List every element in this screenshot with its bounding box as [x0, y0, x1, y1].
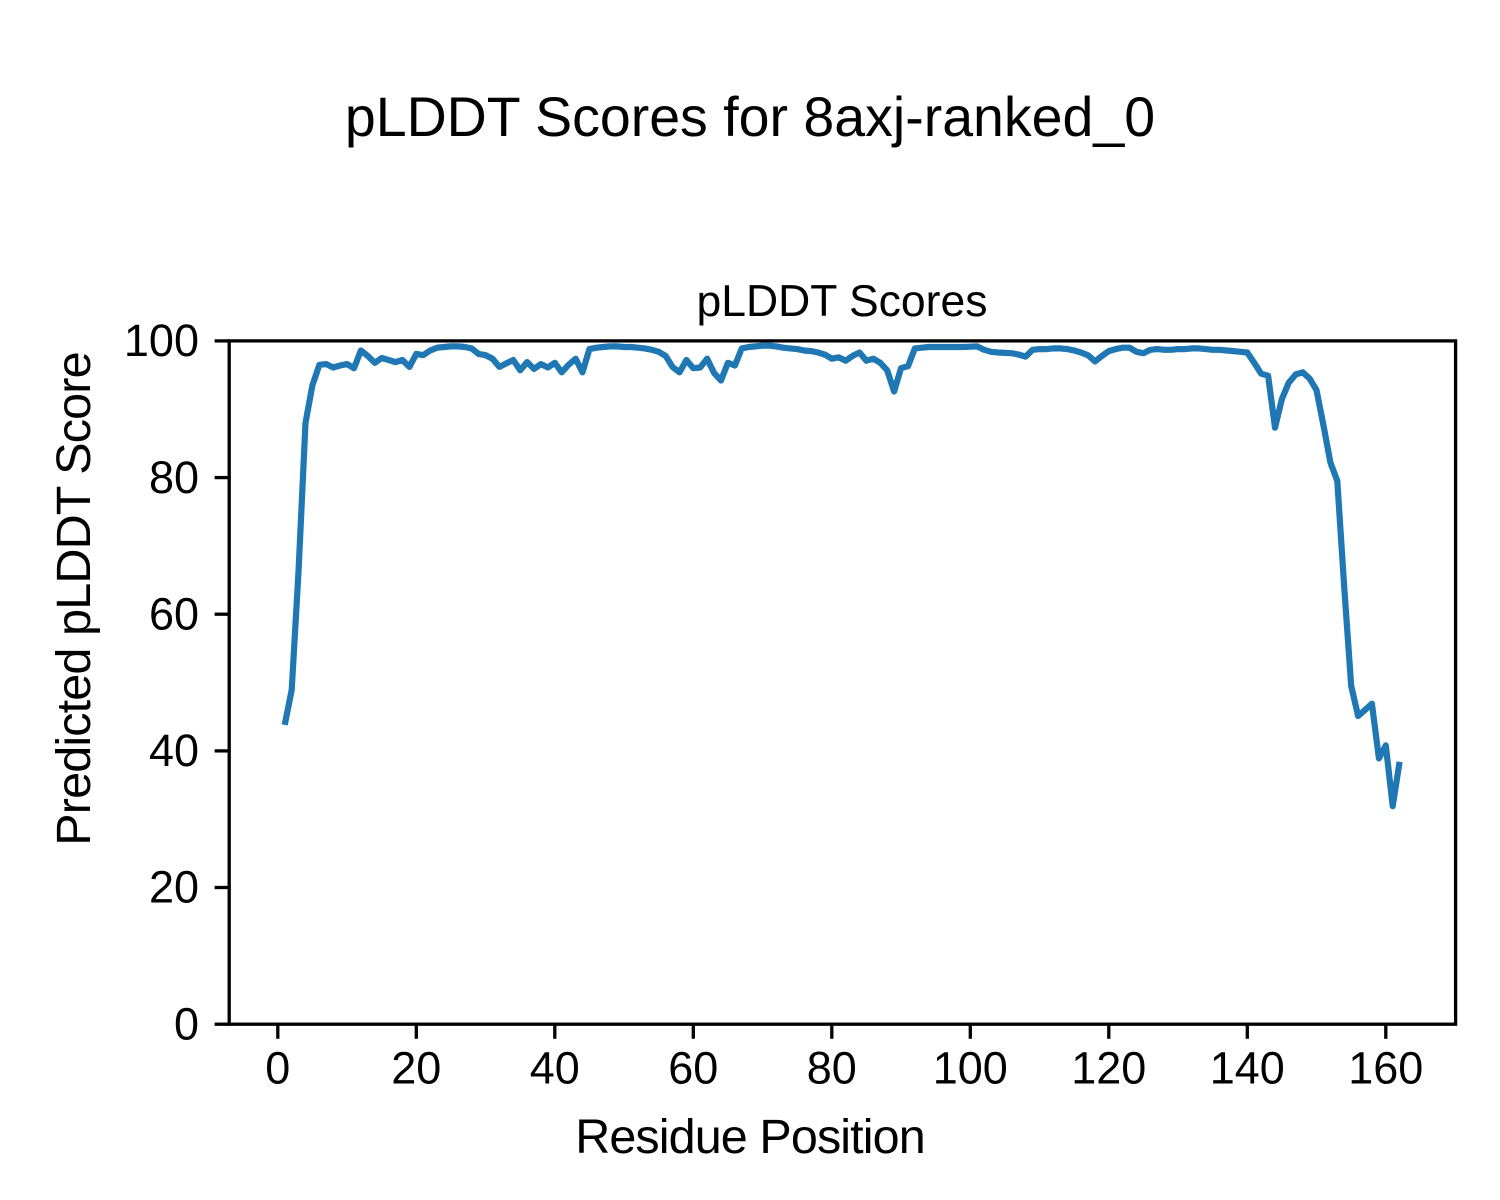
svg-text:40: 40 — [149, 725, 199, 776]
svg-text:80: 80 — [149, 452, 199, 503]
svg-text:pLDDT Scores for 8axj-ranked_0: pLDDT Scores for 8axj-ranked_0 — [345, 86, 1155, 148]
svg-text:60: 60 — [668, 1043, 718, 1094]
svg-text:pLDDT Scores: pLDDT Scores — [696, 277, 987, 326]
svg-text:100: 100 — [124, 315, 199, 366]
svg-text:20: 20 — [149, 862, 199, 913]
svg-text:0: 0 — [174, 998, 199, 1049]
svg-text:160: 160 — [1348, 1043, 1423, 1094]
svg-text:120: 120 — [1071, 1043, 1146, 1094]
svg-text:60: 60 — [149, 588, 199, 639]
svg-text:40: 40 — [530, 1043, 580, 1094]
svg-text:20: 20 — [391, 1043, 441, 1094]
svg-text:Residue Position: Residue Position — [575, 1110, 925, 1164]
svg-text:80: 80 — [807, 1043, 857, 1094]
svg-text:0: 0 — [265, 1043, 290, 1094]
svg-text:Predicted pLDDT Score: Predicted pLDDT Score — [47, 352, 101, 845]
svg-text:140: 140 — [1210, 1043, 1285, 1094]
svg-text:100: 100 — [933, 1043, 1008, 1094]
